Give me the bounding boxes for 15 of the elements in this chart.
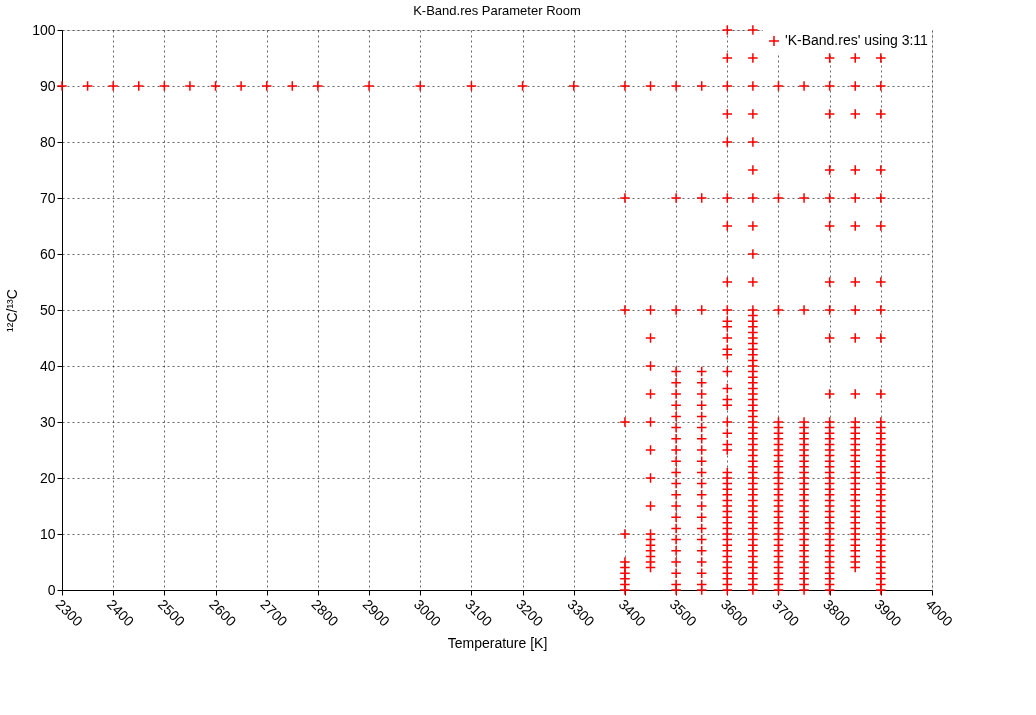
y-tick-label: 80 [39, 133, 56, 150]
y-tick-label: 60 [39, 245, 56, 262]
y-tick-label: 10 [39, 525, 56, 542]
y-tick-label: 50 [39, 301, 56, 318]
y-tick-label: 100 [32, 21, 56, 38]
y-axis-title: ¹²C/¹³C [4, 289, 21, 332]
x-axis-title: Temperature [K] [447, 635, 548, 652]
chart-title: K-Band.res Parameter Room [413, 3, 581, 19]
y-tick-label: 0 [47, 581, 56, 598]
y-tick-label: 40 [39, 357, 56, 374]
y-tick-label: 70 [39, 189, 56, 206]
legend-label: 'K-Band.res' using 3:11 [785, 32, 929, 48]
y-tick-label: 30 [39, 413, 56, 430]
y-tick-label: 20 [39, 469, 56, 486]
y-tick-label: 90 [39, 77, 56, 94]
